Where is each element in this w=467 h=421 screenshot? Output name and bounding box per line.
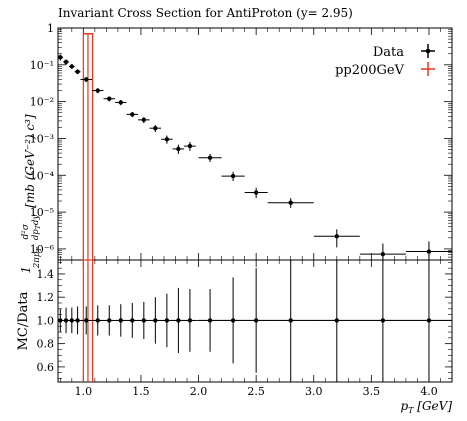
- data-point: [63, 59, 69, 65]
- y-tick-label: 10⁻¹: [30, 59, 54, 72]
- data-point: [334, 234, 339, 239]
- x-tick-label: 3.5: [363, 385, 381, 398]
- legend-marker-data-dot: [425, 48, 431, 54]
- ratio-point: [288, 318, 293, 323]
- ratio-point: [69, 318, 75, 323]
- ratio-tick-label: 1.2: [37, 291, 55, 304]
- data-point: [118, 100, 123, 105]
- data-point: [187, 143, 193, 149]
- y-tick-label: 10⁻³: [30, 132, 54, 145]
- legend-entry-mc: pp200GeV: [335, 62, 435, 78]
- ratio-point: [107, 318, 112, 323]
- ratio-point: [426, 318, 432, 323]
- ratio-point: [95, 318, 100, 323]
- data-point: [164, 137, 170, 142]
- ratio-point: [130, 318, 135, 323]
- x-axis-label: pT [GeV]: [400, 399, 452, 415]
- y-tick-label: 10⁻⁵: [30, 206, 54, 219]
- legend-label-mc: pp200GeV: [335, 63, 405, 78]
- ratio-panel-frame: [57, 259, 453, 383]
- ratio-point: [63, 318, 69, 323]
- ratio-point: [230, 318, 236, 323]
- ratio-point: [176, 318, 181, 323]
- ratio-point: [118, 318, 123, 323]
- ratio-point: [380, 318, 386, 323]
- chart-title: Invariant Cross Section for AntiProton (…: [58, 6, 353, 20]
- ratio-tick-label: 1.0: [37, 314, 55, 327]
- x-tick-label: 3.0: [305, 385, 323, 398]
- data-point: [230, 173, 236, 179]
- data-point: [380, 251, 386, 257]
- ratio-point: [164, 318, 170, 323]
- data-point: [176, 146, 181, 152]
- ratio-point: [58, 318, 63, 323]
- ratio-point: [253, 318, 259, 323]
- ratio-y-axis-label: MC/Data: [16, 291, 31, 350]
- data-point: [95, 88, 100, 93]
- data-point: [75, 69, 80, 74]
- ratio-point: [141, 318, 147, 323]
- data-point: [141, 117, 147, 123]
- ratio-tick-label: 0.6: [37, 361, 55, 374]
- ratio-tick-label: 1.4: [37, 268, 55, 281]
- y-tick-label: 10⁻⁶: [30, 243, 55, 256]
- data-point: [288, 200, 293, 205]
- x-tick-label: 2.5: [247, 385, 265, 398]
- data-point: [107, 96, 112, 101]
- data-point: [253, 190, 259, 195]
- x-tick-label: 4.0: [420, 385, 438, 398]
- data-point: [207, 155, 213, 160]
- ratio-point: [84, 318, 89, 323]
- ratio-markers: [58, 260, 452, 382]
- legend-label-data: Data: [373, 45, 404, 60]
- ratio-point: [187, 318, 193, 323]
- axis-ticks: [58, 27, 452, 382]
- data-point: [69, 64, 75, 69]
- data-point: [58, 55, 63, 60]
- data-point: [153, 125, 158, 131]
- top-y-axis-label-text: 1 2πpT d²σ dpTdy [mb (GeV⁻²) c³]: [17, 114, 44, 273]
- top-y-axis-label: 1 2πpT d²σ dpTdy [mb (GeV⁻²) c³]: [17, 114, 44, 273]
- mc-markers: [82, 33, 94, 382]
- data-point: [84, 77, 89, 82]
- legend-entry-data: Data: [373, 44, 435, 60]
- x-tick-label: 1.5: [132, 385, 150, 398]
- data-point: [426, 249, 432, 254]
- data-point: [130, 112, 135, 117]
- y-tick-label: 10⁻²: [30, 96, 54, 109]
- ratio-point: [75, 318, 80, 323]
- y-tick-label: 10⁻⁴: [30, 169, 55, 182]
- ratio-point: [334, 318, 339, 323]
- axis-tick-labels: 1.0 1.5 2.0 2.5 3.0 3.5 4.0 10⁻⁶ 10⁻⁵ 10⁻⁴ 10⁻³ 10⁻…: [30, 22, 438, 398]
- ratio-point: [207, 318, 213, 323]
- data-markers: [58, 54, 452, 260]
- ratio-tick-label: 0.8: [37, 338, 55, 351]
- ratio-point: [153, 318, 158, 323]
- x-tick-label: 2.0: [190, 385, 208, 398]
- x-tick-label: 1.0: [75, 385, 93, 398]
- y-tick-label: 1: [47, 22, 54, 35]
- legend: Data pp200GeV: [335, 44, 435, 78]
